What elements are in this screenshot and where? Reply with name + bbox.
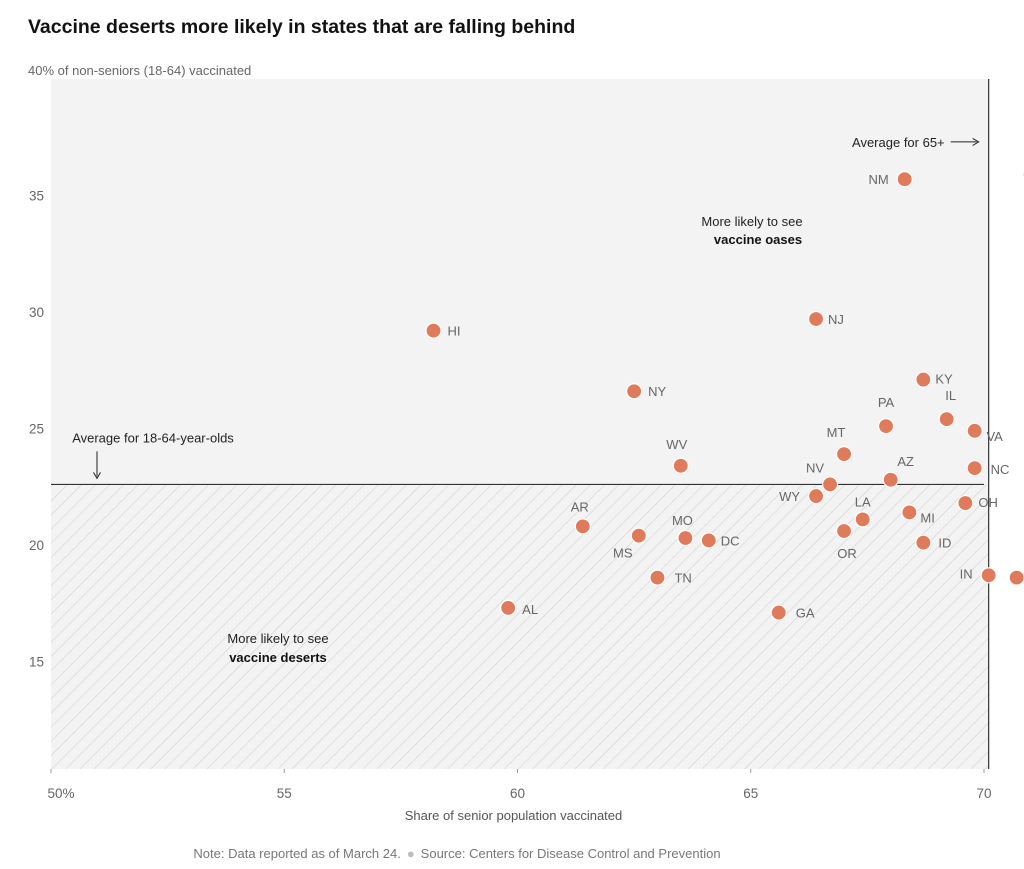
data-point-id — [915, 534, 932, 551]
data-point-la — [854, 511, 871, 528]
avg-senior-label: Average for 65+ — [852, 135, 945, 150]
data-point-sc — [1008, 569, 1024, 586]
data-point-tn — [649, 569, 666, 586]
data-point-ky — [915, 371, 932, 388]
data-point-dc — [700, 532, 717, 549]
x-tick-label: 70 — [976, 786, 991, 801]
quadrant-panels — [51, 79, 989, 769]
data-point-mi — [901, 504, 918, 521]
data-point-il — [938, 411, 955, 428]
x-tick-label: 55 — [277, 786, 292, 801]
arrowhead-right-icon — [972, 137, 980, 146]
avg-adult-label: Average for 18-64-year-olds — [72, 430, 234, 445]
point-label-nv: NV — [806, 460, 824, 475]
y-axis-title: 40% of non-seniors (18-64) vaccinated — [28, 63, 251, 78]
data-point-mt — [835, 446, 853, 463]
data-point-pa — [877, 418, 895, 435]
point-label-ar: AR — [571, 499, 589, 514]
data-point-in — [980, 567, 997, 584]
point-label-dc: DC — [721, 533, 740, 548]
x-axis-title: Share of senior population vaccinated — [405, 808, 623, 823]
separator-dot: ● — [406, 846, 415, 861]
point-label-il: IL — [945, 388, 956, 403]
point-label-oh: OH — [978, 495, 998, 510]
data-point-wv — [672, 457, 689, 474]
point-label-pa: PA — [878, 395, 895, 410]
quadrant-bottom-left-hatched — [51, 484, 989, 769]
y-tick-label: 20 — [29, 538, 44, 553]
point-label-ny: NY — [648, 384, 666, 399]
data-point-nc — [966, 460, 983, 477]
point-label-va: VA — [986, 429, 1003, 444]
point-label-la: LA — [855, 494, 871, 509]
point-label-id: ID — [938, 536, 951, 551]
y-tick-label: 25 — [29, 422, 44, 437]
point-label-nj: NJ — [828, 312, 844, 327]
data-point-or — [835, 522, 853, 540]
data-point-va — [966, 422, 983, 439]
point-label-mi: MI — [920, 510, 934, 525]
x-tick-label: 65 — [743, 786, 758, 801]
data-point-hi — [425, 322, 442, 339]
data-point-wy — [807, 487, 825, 505]
note-text: Note: Data reported as of March 24. — [193, 846, 401, 861]
y-tick-label: 15 — [29, 655, 44, 670]
point-label-tn: TN — [674, 571, 691, 586]
quadrant-top-left — [51, 79, 989, 485]
point-label-or: OR — [837, 546, 857, 561]
point-label-al: AL — [522, 602, 538, 617]
oases-annotation-line2: vaccine oases — [714, 232, 802, 247]
y-tick-label: 30 — [29, 305, 44, 320]
quadrant-annotations: More likely to see vaccine oases More like… — [227, 214, 802, 665]
data-point-nj — [807, 310, 825, 328]
y-tick-label: 35 — [29, 189, 44, 204]
point-labels: AKNMNJHISDNDOKCTKYNYMAILNEMDPAVARICAMNMT… — [448, 172, 1010, 621]
point-label-hi: HI — [448, 324, 461, 339]
oases-annotation-line1: More likely to see — [701, 214, 802, 229]
point-label-az: AZ — [897, 454, 914, 469]
arrowhead-down-icon — [93, 472, 101, 480]
data-point-ar — [574, 518, 591, 535]
point-label-mo: MO — [672, 513, 693, 528]
point-label-ms: MS — [613, 546, 633, 561]
source-text: Source: Centers for Disease Control and … — [420, 846, 721, 861]
data-point-al — [500, 599, 517, 617]
point-label-wy: WY — [779, 489, 800, 504]
data-point-ms — [630, 527, 647, 544]
data-point-ga — [770, 604, 787, 621]
point-label-nm: NM — [868, 172, 888, 187]
data-points — [425, 169, 1024, 621]
data-point-nm — [896, 171, 913, 188]
data-point-ny — [626, 383, 643, 400]
axes: 50%55606570758085152025303540% of non-se… — [28, 63, 992, 823]
point-label-wv: WV — [666, 437, 687, 452]
point-label-in: IN — [960, 566, 973, 581]
data-point-mo — [677, 529, 694, 547]
point-label-nc: NC — [991, 462, 1010, 477]
point-label-mt: MT — [827, 425, 846, 440]
footnote: Note: Data reported as of March 24. ● Sour… — [0, 846, 914, 861]
point-label-ky: KY — [935, 372, 953, 387]
deserts-annotation-line2: vaccine deserts — [229, 650, 327, 665]
x-tick-label: 50% — [47, 786, 74, 801]
data-point-az — [882, 471, 899, 488]
data-point-nv — [821, 476, 839, 493]
average-lines: Average for 65+ Average for 18-64-year-ol… — [51, 79, 990, 769]
x-tick-label: 60 — [510, 786, 525, 801]
data-point-oh — [957, 494, 974, 512]
chart-title: Vaccine deserts more likely in states th… — [28, 16, 576, 38]
deserts-annotation-line1: More likely to see — [227, 631, 328, 646]
point-label-ga: GA — [796, 606, 815, 621]
